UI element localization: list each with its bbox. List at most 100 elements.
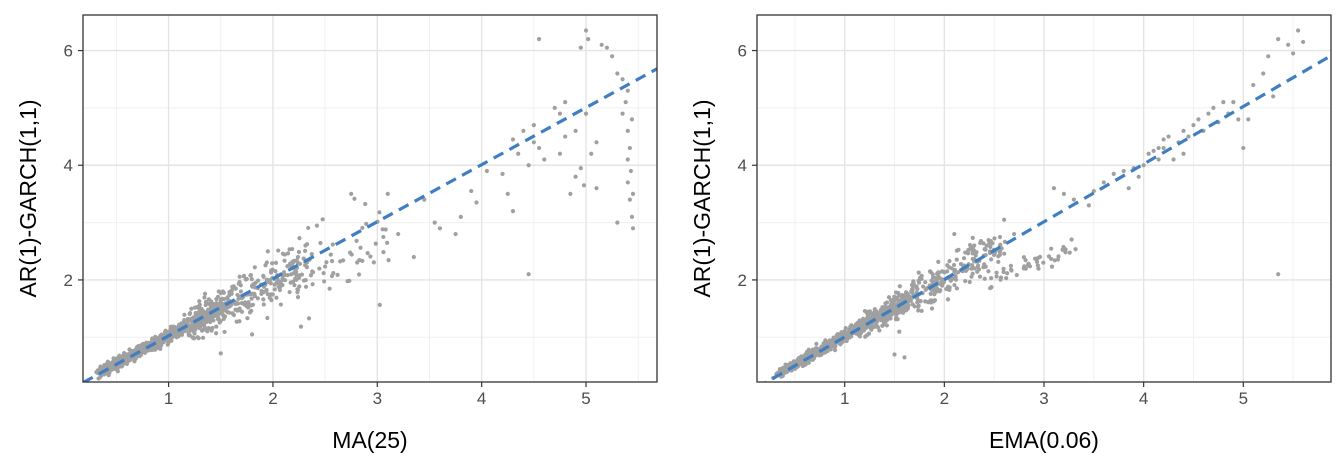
data-point — [1181, 151, 1186, 156]
data-point — [236, 296, 242, 301]
data-point — [1141, 163, 1146, 168]
data-point — [1071, 197, 1076, 202]
data-point — [1027, 264, 1033, 269]
data-point — [304, 264, 309, 270]
data-point — [469, 188, 474, 194]
data-point — [209, 299, 214, 304]
data-point — [288, 280, 293, 285]
data-point — [897, 329, 902, 334]
data-point — [981, 265, 986, 270]
data-point — [1191, 123, 1196, 128]
data-point — [1221, 100, 1226, 105]
data-point — [892, 294, 897, 299]
data-point — [1069, 237, 1074, 242]
data-point — [865, 315, 870, 320]
data-point — [314, 223, 320, 228]
data-point — [583, 28, 589, 33]
data-point — [377, 210, 382, 215]
data-point — [886, 295, 892, 300]
data-point — [131, 348, 136, 354]
data-point — [1063, 250, 1068, 255]
data-point — [1056, 254, 1061, 259]
data-point — [869, 324, 875, 330]
data-point — [849, 334, 854, 339]
data-point — [1196, 117, 1201, 122]
fit-line — [83, 67, 657, 382]
data-point — [629, 117, 635, 122]
data-point — [264, 260, 269, 265]
data-point — [329, 259, 335, 264]
data-point — [200, 335, 206, 340]
data-point — [237, 279, 242, 285]
data-point — [902, 355, 907, 360]
data-point — [293, 269, 299, 275]
data-point — [1206, 111, 1211, 116]
data-point — [573, 174, 578, 179]
data-point — [844, 338, 849, 344]
data-point — [557, 151, 563, 156]
data-point — [238, 289, 243, 294]
data-point — [335, 272, 340, 277]
data-point — [244, 300, 250, 306]
data-point — [237, 274, 242, 279]
data-point — [124, 361, 130, 367]
y-tick-label: 6 — [64, 42, 73, 61]
data-point — [928, 291, 933, 296]
data-point — [296, 249, 302, 255]
data-point — [484, 168, 489, 174]
data-point — [986, 269, 991, 274]
data-point — [151, 337, 157, 343]
data-point — [1276, 36, 1281, 42]
data-point — [272, 287, 277, 292]
data-point — [1291, 51, 1296, 56]
data-point — [1067, 250, 1072, 255]
data-point — [192, 331, 197, 336]
data-point — [947, 259, 952, 264]
data-point — [179, 321, 184, 326]
data-point — [573, 128, 578, 133]
data-point — [265, 277, 270, 282]
data-point — [141, 341, 146, 346]
data-point — [364, 221, 369, 226]
data-point — [963, 278, 968, 284]
data-point — [878, 310, 883, 315]
data-point — [884, 323, 890, 328]
data-point — [1121, 168, 1126, 174]
data-point — [474, 200, 479, 205]
data-point — [385, 191, 390, 197]
data-point — [225, 305, 230, 310]
data-point — [322, 264, 328, 269]
data-point — [875, 312, 880, 317]
data-point — [1052, 258, 1057, 263]
data-point — [199, 328, 205, 333]
data-point — [261, 302, 266, 307]
data-point — [1126, 186, 1131, 191]
data-point — [182, 312, 187, 317]
data-point — [377, 302, 382, 307]
data-point — [273, 269, 278, 274]
data-point — [186, 333, 191, 338]
data-point — [1041, 260, 1046, 265]
data-point — [265, 315, 270, 321]
data-point — [249, 308, 254, 313]
data-point — [510, 209, 516, 214]
data-point — [583, 111, 589, 116]
data-point — [341, 258, 346, 263]
data-point — [211, 302, 216, 307]
data-point — [963, 268, 969, 273]
data-point — [625, 88, 630, 93]
data-point — [196, 310, 201, 315]
data-point — [132, 359, 137, 364]
data-point — [288, 261, 293, 266]
data-point — [357, 257, 362, 263]
data-point — [952, 269, 957, 274]
data-point — [205, 329, 210, 334]
data-point — [191, 336, 197, 341]
data-point — [1004, 276, 1009, 281]
y-tick-label: 6 — [738, 42, 747, 61]
y-axis-title: AR(1)-GARCH(1,1) — [15, 99, 41, 297]
data-point — [1049, 256, 1054, 262]
data-point — [893, 317, 899, 322]
data-point — [909, 288, 914, 294]
data-point — [615, 71, 620, 76]
